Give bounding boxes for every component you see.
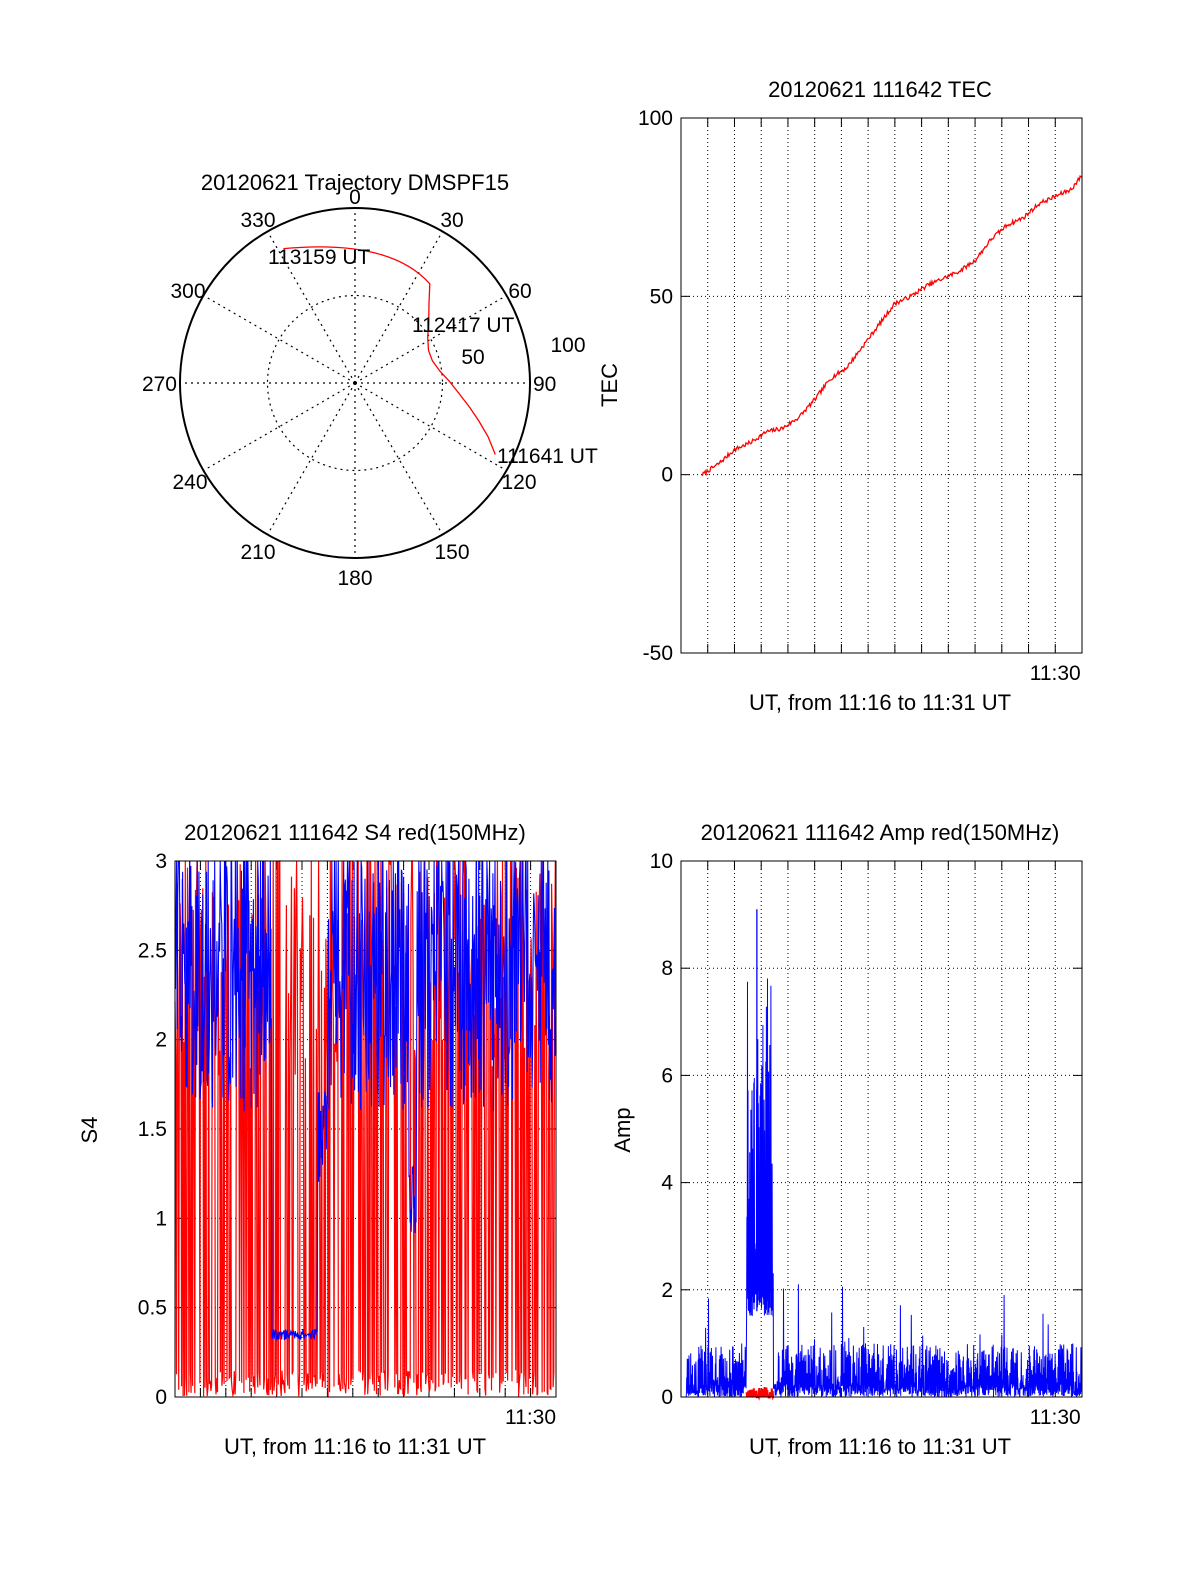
polar-angle-label: 120: [501, 471, 536, 494]
polar-title: 20120621 Trajectory DMSPF15: [201, 170, 509, 195]
polar-tick-labels: 0 30 60 90 120 150 180 210 240 270 300 330 50 100: [142, 186, 586, 590]
polar-angle-label: 30: [440, 209, 463, 232]
polar-angle-label: 90: [533, 373, 556, 396]
polar-radius-label: 100: [550, 334, 585, 357]
tec-title: 20120621 111642 TEC: [768, 77, 992, 102]
x-tick-label: 11:30: [1030, 662, 1081, 685]
s4-x-ticks: 11:30: [505, 1406, 556, 1429]
y-tick-label: 0: [661, 1386, 673, 1409]
amp-y-ticks: 0 2 4 6 8 10: [650, 850, 674, 1409]
s4-title: 20120621 111642 S4 red(150MHz): [184, 820, 526, 845]
s4-y-ticks: 0 0.5 1 1.5 2 2.5 3: [138, 850, 167, 1409]
amp-plot-frame: [680, 860, 1083, 1398]
polar-angle-label: 60: [508, 280, 531, 303]
y-tick-label: 0: [155, 1386, 167, 1409]
polar-angle-label: 240: [172, 471, 207, 494]
y-tick-label: 2: [155, 1029, 167, 1052]
polar-angle-label: 0: [349, 186, 361, 209]
tec-plot-frame: [680, 117, 1083, 654]
y-tick-label: 2.5: [138, 939, 167, 962]
amp-red-line: [745, 1387, 775, 1401]
polar-angle-label: 150: [434, 541, 469, 564]
polar-spoke: [354, 382, 444, 535]
amp-y-label: Amp: [610, 1107, 635, 1152]
amp-x-label: UT, from 11:16 to 11:31 UT: [749, 1434, 1011, 1459]
y-tick-label: -50: [643, 642, 673, 665]
polar-spoke: [266, 382, 356, 535]
s4-y-label: S4: [77, 1117, 102, 1144]
amp-series: [681, 909, 1083, 1401]
y-tick-label: 3: [155, 850, 167, 873]
polar-spoke: [203, 294, 356, 384]
y-tick-label: 50: [650, 285, 673, 308]
s4-blue-line: [174, 860, 557, 1341]
amp-x-ticks: 11:30: [1030, 1406, 1081, 1429]
polar-angle-label: 330: [240, 209, 275, 232]
polar-spoke: [354, 231, 444, 384]
tec-y-ticks: -50 0 50 100: [638, 107, 673, 665]
y-tick-label: 8: [661, 957, 673, 980]
trajectory-annotation: 112417 UT: [412, 314, 515, 337]
tec-line: [701, 175, 1083, 477]
polar-spoke: [266, 231, 356, 384]
trajectory-polar-panel: 20120621 Trajectory DMSPF15 0 30 60 90 120 15…: [142, 170, 598, 590]
polar-grid: [179, 207, 531, 559]
trajectory-annotation: 111641 UT: [497, 445, 598, 468]
amp-title: 20120621 111642 Amp red(150MHz): [701, 820, 1060, 845]
y-tick-label: 100: [638, 107, 673, 130]
trajectory-annotations: 113159 UT 112417 UT 111641 UT: [268, 246, 598, 468]
y-tick-label: 1: [155, 1207, 167, 1230]
tec-x-ticks: 11:30: [1030, 662, 1081, 685]
tec-panel: 20120621 111642 TEC -50 0 50 100 11:30 UT, …: [597, 77, 1083, 715]
polar-ring-50: [266, 294, 444, 472]
polar-angle-label: 180: [337, 567, 372, 590]
y-tick-label: 4: [661, 1172, 673, 1195]
x-tick-label: 11:30: [1030, 1406, 1081, 1429]
polar-angle-label: 210: [240, 541, 275, 564]
polar-spoke: [354, 294, 507, 384]
y-tick-label: 2: [661, 1279, 673, 1302]
polar-spoke: [203, 382, 356, 472]
y-tick-label: 1.5: [138, 1118, 167, 1141]
y-tick-label: 0: [661, 464, 673, 487]
amp-panel: 20120621 111642 Amp red(150MHz) 0246810 …: [610, 820, 1083, 1459]
amp-blue-line: [681, 978, 1083, 1398]
polar-angle-label: 300: [170, 280, 205, 303]
s4-red-line: [174, 860, 557, 1398]
tec-y-label: TEC: [597, 363, 622, 407]
y-tick-label: 0.5: [138, 1297, 167, 1320]
tec-x-label: UT, from 11:16 to 11:31 UT: [749, 690, 1011, 715]
s4-x-label: UT, from 11:16 to 11:31 UT: [224, 1434, 486, 1459]
amp-grid: [681, 861, 1082, 1397]
s4-panel: 20120621 111642 S4 red(150MHz) 0 0.5 1 1.5 2…: [77, 820, 557, 1459]
polar-radius-label: 50: [461, 346, 484, 369]
x-tick-label: 11:30: [505, 1406, 556, 1429]
s4-series: [174, 860, 557, 1398]
trajectory-annotation: 113159 UT: [268, 246, 371, 269]
polar-angle-label: 270: [142, 373, 177, 396]
tec-series: [701, 175, 1083, 477]
polar-spoke: [354, 382, 507, 472]
y-tick-label: 10: [650, 850, 673, 873]
s4-plot-frame: [174, 860, 557, 1398]
trajectory-line: [283, 246, 496, 455]
y-tick-label: 6: [661, 1064, 673, 1087]
tec-grid: [681, 118, 1082, 653]
